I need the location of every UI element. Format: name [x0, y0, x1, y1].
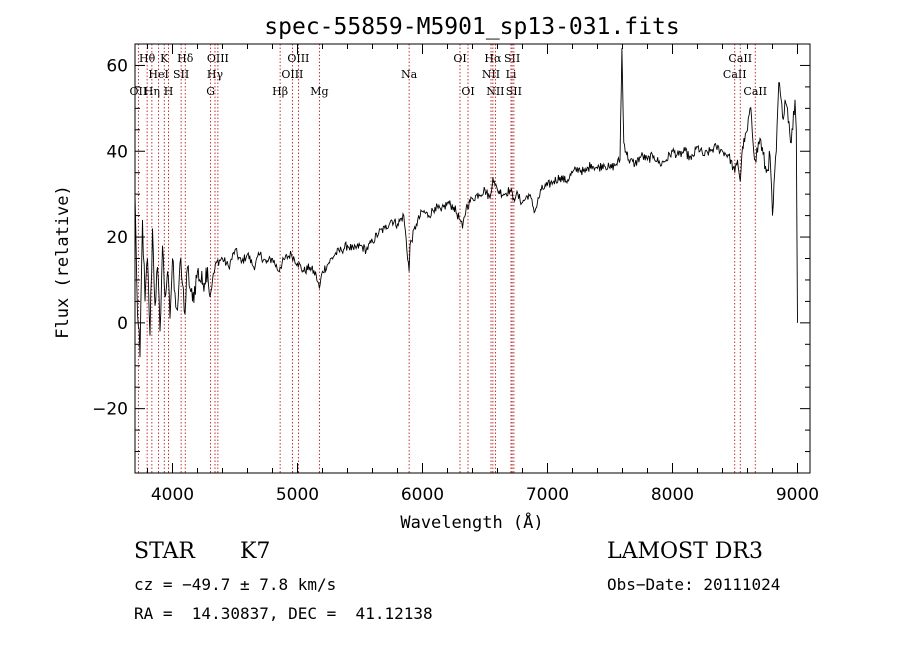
- spectral-line-label: SII: [504, 52, 520, 65]
- spectral-line-label: NII: [486, 85, 504, 98]
- x-tick-label: 6000: [401, 485, 444, 505]
- object-class: STAR: [134, 539, 195, 564]
- spectral-line-label: Li: [506, 68, 517, 81]
- object-subclass: K7: [240, 539, 271, 564]
- x-tick-label: 5000: [276, 485, 319, 505]
- spectral-line-label: K: [160, 52, 169, 65]
- observation-date: Obs−Date: 20111024: [607, 575, 781, 594]
- plot-frame: [134, 43, 811, 474]
- spectral-line-label: G: [206, 85, 215, 98]
- axes: 4000 5000 6000 7000 8000 9000 −20 0 20 40 60: [92, 44, 819, 505]
- spectral-line-label: Hα: [484, 52, 502, 65]
- survey-name: LAMOST DR3: [607, 539, 763, 564]
- spectrum-series: [134, 48, 798, 358]
- spectral-line-label: CaII: [723, 68, 747, 81]
- redshift-velocity: cz = −49.7 ± 7.8 km/s: [134, 575, 337, 594]
- x-tick-label: 8000: [651, 485, 694, 505]
- coordinates: RA = 14.30837, DEC = 41.12138: [134, 604, 433, 623]
- x-tick-label: 9000: [776, 485, 819, 505]
- spectral-line-label: SII: [173, 68, 189, 81]
- spectral-line-label: OI: [461, 85, 474, 98]
- spectral-line-label: OIII: [207, 52, 229, 65]
- x-tick-label: 4000: [151, 485, 194, 505]
- spectral-line-label: Hδ: [177, 52, 194, 65]
- spectral-line-label: NII: [482, 68, 500, 81]
- spectral-line-label: CaII: [728, 52, 752, 65]
- spectral-line-label: OIII: [281, 68, 303, 81]
- spectral-line-label: OII: [130, 85, 148, 98]
- x-tick-label: 7000: [526, 485, 569, 505]
- spectral-line-label: H: [164, 85, 174, 98]
- spectral-line-label: OI: [453, 52, 466, 65]
- spectral-line-label: OIII: [287, 52, 309, 65]
- y-tick-label: 0: [117, 314, 128, 334]
- spectrum-line: [134, 48, 798, 358]
- spectral-line-label: Hη: [144, 85, 160, 98]
- spectral-line-label: Mg: [310, 85, 328, 98]
- spectral-line-label: Hθ: [139, 52, 156, 65]
- y-tick-label: 60: [106, 56, 128, 76]
- spectral-line-label: Na: [401, 68, 418, 81]
- spectral-line-label: CaII: [743, 85, 767, 98]
- y-tick-label: −20: [92, 400, 128, 420]
- chart-title: spec-55859-M5901_sp13-031.fits: [264, 14, 679, 40]
- spectral-line-label: HeI: [148, 68, 168, 81]
- spectral-line-label: Hβ: [272, 85, 288, 98]
- spectral-line-label: SII: [506, 85, 522, 98]
- y-axis-label: Flux (relative): [53, 185, 73, 339]
- y-tick-label: 20: [106, 228, 128, 248]
- y-tick-label: 40: [106, 142, 128, 162]
- x-axis-label: Wavelength (Å): [400, 511, 543, 533]
- spectral-line-label: Hγ: [207, 68, 224, 81]
